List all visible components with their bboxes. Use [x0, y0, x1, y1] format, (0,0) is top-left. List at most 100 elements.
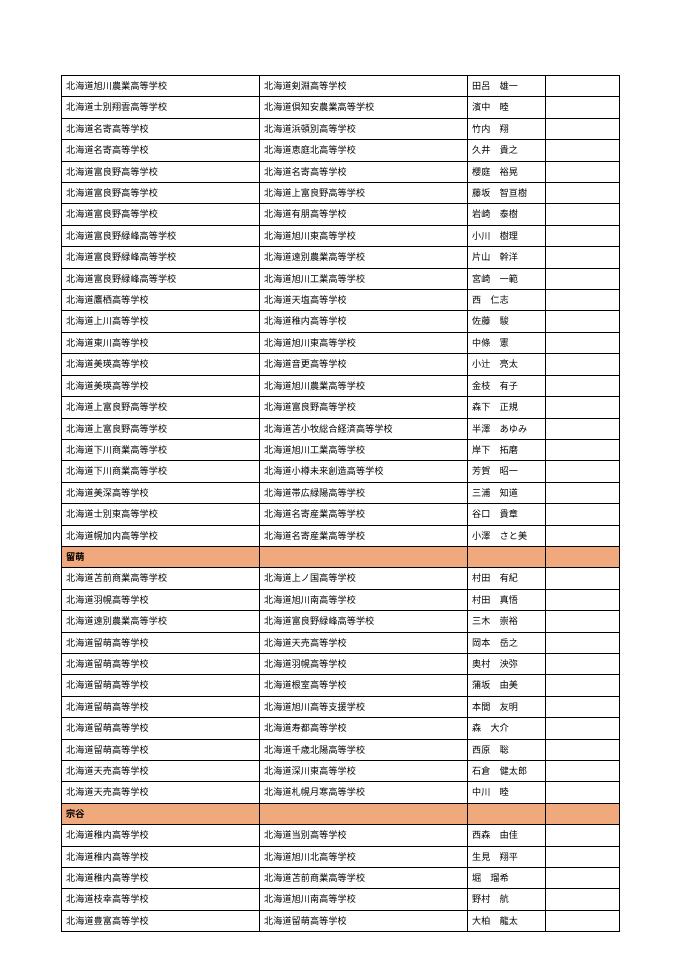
- person-name-cell: 森 大介: [467, 717, 546, 740]
- person-name-cell: 堀 瑠希: [467, 867, 546, 890]
- school-cell-secondary: 北海道旭川北高等学校: [259, 845, 468, 869]
- school-cell-primary: 北海道東川高等学校: [61, 331, 260, 355]
- school-cell-secondary: 北海道当別高等学校: [259, 824, 468, 847]
- school-cell-primary: 北海道名寄高等学校: [61, 117, 260, 141]
- table-row: 北海道名寄高等学校 北海道浜頓別高等学校 竹内 翔: [61, 117, 620, 141]
- school-cell-primary: 北海道士別翔雲高等学校: [61, 96, 260, 119]
- person-name-cell: 中條 憲: [467, 331, 546, 355]
- school-cell-secondary: 北海道札幌月寒高等学校: [259, 781, 468, 804]
- blank-cell: [545, 545, 620, 569]
- blank-cell: [545, 267, 620, 291]
- blank-cell: [545, 438, 620, 462]
- blank-cell: [545, 759, 620, 783]
- school-cell-primary: 北海道留萌高等学校: [61, 631, 260, 654]
- school-cell-primary: 北海道下川商業高等学校: [61, 460, 260, 483]
- table-row: 北海道美瑛高等学校 北海道旭川農業高等学校 金枝 有子: [61, 374, 620, 398]
- person-name-cell: 岸下 拓磨: [467, 438, 546, 462]
- table-row: 北海道富良野緑峰高等学校 北海道旭川工業高等学校 宮崎 一範: [61, 267, 620, 291]
- blank-cell: [545, 331, 620, 355]
- blank-cell: [545, 503, 620, 526]
- school-cell-primary: 北海道幌加内高等学校: [61, 524, 260, 547]
- table-row: 北海道羽幌高等学校 北海道旭川南高等学校 村田 真悟: [61, 588, 620, 612]
- school-cell-secondary: 北海道天売高等学校: [259, 631, 468, 654]
- school-cell-primary: 北海道稚内高等学校: [61, 824, 260, 847]
- person-name-cell: 中川 睦: [467, 781, 546, 804]
- school-cell-primary: 北海道上富良野高等学校: [61, 396, 260, 419]
- school-cell-secondary: 北海道旭川東高等学校: [259, 331, 468, 355]
- person-name-cell: 小澤 さと美: [467, 524, 546, 547]
- blank-cell: [545, 460, 620, 483]
- blank-cell: [545, 203, 620, 226]
- school-cell-secondary: 北海道旭川工業高等学校: [259, 267, 468, 291]
- person-name-cell: 宮崎 一範: [467, 267, 546, 291]
- person-name-cell: 本間 友明: [467, 695, 546, 719]
- blank-cell: [545, 117, 620, 141]
- blank-cell: [545, 74, 620, 98]
- person-name-cell: 小辻 亮太: [467, 353, 546, 376]
- school-cell-secondary: 北海道旭川農業高等学校: [259, 374, 468, 398]
- blank-cell: [545, 717, 620, 740]
- blank-cell: [545, 224, 620, 248]
- blank-cell: [545, 417, 620, 440]
- person-name-cell: 久井 貴之: [467, 139, 546, 162]
- table-row: 北海道上富良野高等学校 北海道苫小牧総合経済高等学校 半澤 あゆみ: [61, 417, 620, 440]
- table-row: 北海道美深高等学校 北海道帯広緑陽高等学校 三浦 知道: [61, 481, 620, 505]
- school-cell-secondary: 北海道名寄産業高等学校: [259, 524, 468, 547]
- table-row: 北海道鷹栖高等学校 北海道天塩高等学校西 仁志: [61, 289, 620, 312]
- blank-cell: [545, 824, 620, 847]
- school-cell-secondary: 北海道小樽未来創造高等学校: [259, 460, 468, 483]
- school-cell-secondary: 北海道羽幌高等学校: [259, 652, 468, 676]
- person-name-cell: 村田 有紀: [467, 567, 546, 590]
- school-cell-primary: 北海道富良野高等学校: [61, 203, 260, 226]
- school-cell-secondary: 北海道旭川高等支援学校: [259, 695, 468, 719]
- person-name-cell: 石倉 健太郎: [467, 759, 546, 783]
- person-name-cell: 村田 真悟: [467, 588, 546, 612]
- person-name-cell: 岡本 岳之: [467, 631, 546, 654]
- school-cell-primary: 北海道美深高等学校: [61, 481, 260, 505]
- school-cell-primary: 北海道下川商業高等学校: [61, 438, 260, 462]
- school-cell-secondary: 北海道稚内高等学校: [259, 310, 468, 333]
- school-cell-secondary: 北海道浜頓別高等学校: [259, 117, 468, 141]
- table-row: 北海道下川商業高等学校 北海道旭川工業高等学校 岸下 拓磨: [61, 438, 620, 462]
- school-cell-primary: 北海道留萌高等学校: [61, 738, 260, 762]
- blank-cell: [545, 481, 620, 505]
- school-cell-secondary: 北海道苫小牧総合経済高等学校: [259, 417, 468, 440]
- school-cell-primary: 北海道富良野緑峰高等学校: [61, 267, 260, 291]
- school-cell-primary: 北海道留萌高等学校: [61, 652, 260, 676]
- person-name-cell: 櫻庭 裕晃: [467, 160, 546, 184]
- person-name-cell: 佐藤 駿: [467, 310, 546, 333]
- table-row: 北海道稚内高等学校 北海道苫前商業高等学校堀 瑠希: [61, 867, 620, 890]
- blank-cell: [545, 567, 620, 590]
- table-row: 北海道富良野高等学校 北海道名寄高等学校 櫻庭 裕晃: [61, 160, 620, 184]
- region-name-cell: 宗谷: [61, 802, 260, 826]
- table-row: 北海道天売高等学校 北海道札幌月寒高等学校 中川 睦: [61, 781, 620, 804]
- school-cell-secondary: 北海道倶知安農業高等学校: [259, 96, 468, 119]
- blank-cell: [545, 888, 620, 911]
- table-row: 北海道天売高等学校 北海道深川東高等学校 石倉 健太郎: [61, 759, 620, 783]
- table-row: 北海道富良野高等学校 北海道上富良野高等学校 藤坂 智亘樹: [61, 182, 620, 205]
- person-name-cell: 蒲坂 由美: [467, 674, 546, 697]
- school-cell-primary: 北海道稚内高等学校: [61, 867, 260, 890]
- blank-cell: [545, 781, 620, 804]
- table-row: 北海道留萌高等学校 北海道根室高等学校 蒲坂 由美: [61, 674, 620, 697]
- person-name-cell: 西 仁志: [467, 289, 546, 312]
- person-name-cell: 片山 幹洋: [467, 246, 546, 269]
- table-row: 北海道士別東高等学校 北海道名寄産業高等学校 谷口 貴章: [61, 503, 620, 526]
- blank-cell: [545, 738, 620, 762]
- blank-cell: [545, 396, 620, 419]
- person-name-cell: 金枝 有子: [467, 374, 546, 398]
- blank-cell: [545, 631, 620, 654]
- region-header-row: 留萌: [61, 545, 620, 569]
- school-cell-primary: 北海道富良野高等学校: [61, 160, 260, 184]
- person-name-cell: 奥村 泱弥: [467, 652, 546, 676]
- table-row: 北海道士別翔雲高等学校 北海道倶知安農業高等学校 濱中 睦: [61, 96, 620, 119]
- school-cell-secondary: 北海道深川東高等学校: [259, 759, 468, 783]
- table-row: 北海道幌加内高等学校 北海道名寄産業高等学校 小澤 さと美: [61, 524, 620, 547]
- blank-cell: [545, 310, 620, 333]
- school-cell-primary: 北海道留萌高等学校: [61, 695, 260, 719]
- school-cell-primary: 北海道苫前商業高等学校: [61, 567, 260, 590]
- school-cell-primary: 北海道富良野緑峰高等学校: [61, 224, 260, 248]
- school-cell-secondary: 北海道名寄産業高等学校: [259, 503, 468, 526]
- school-cell-primary: 北海道鷹栖高等学校: [61, 289, 260, 312]
